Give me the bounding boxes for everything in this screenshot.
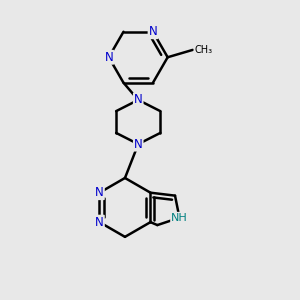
Text: NH: NH xyxy=(171,213,188,223)
Text: N: N xyxy=(95,186,104,199)
Text: N: N xyxy=(95,216,104,229)
Text: N: N xyxy=(148,25,157,38)
Text: CH₃: CH₃ xyxy=(194,45,212,55)
Text: N: N xyxy=(134,138,142,151)
Text: N: N xyxy=(134,93,142,106)
Text: N: N xyxy=(104,51,113,64)
